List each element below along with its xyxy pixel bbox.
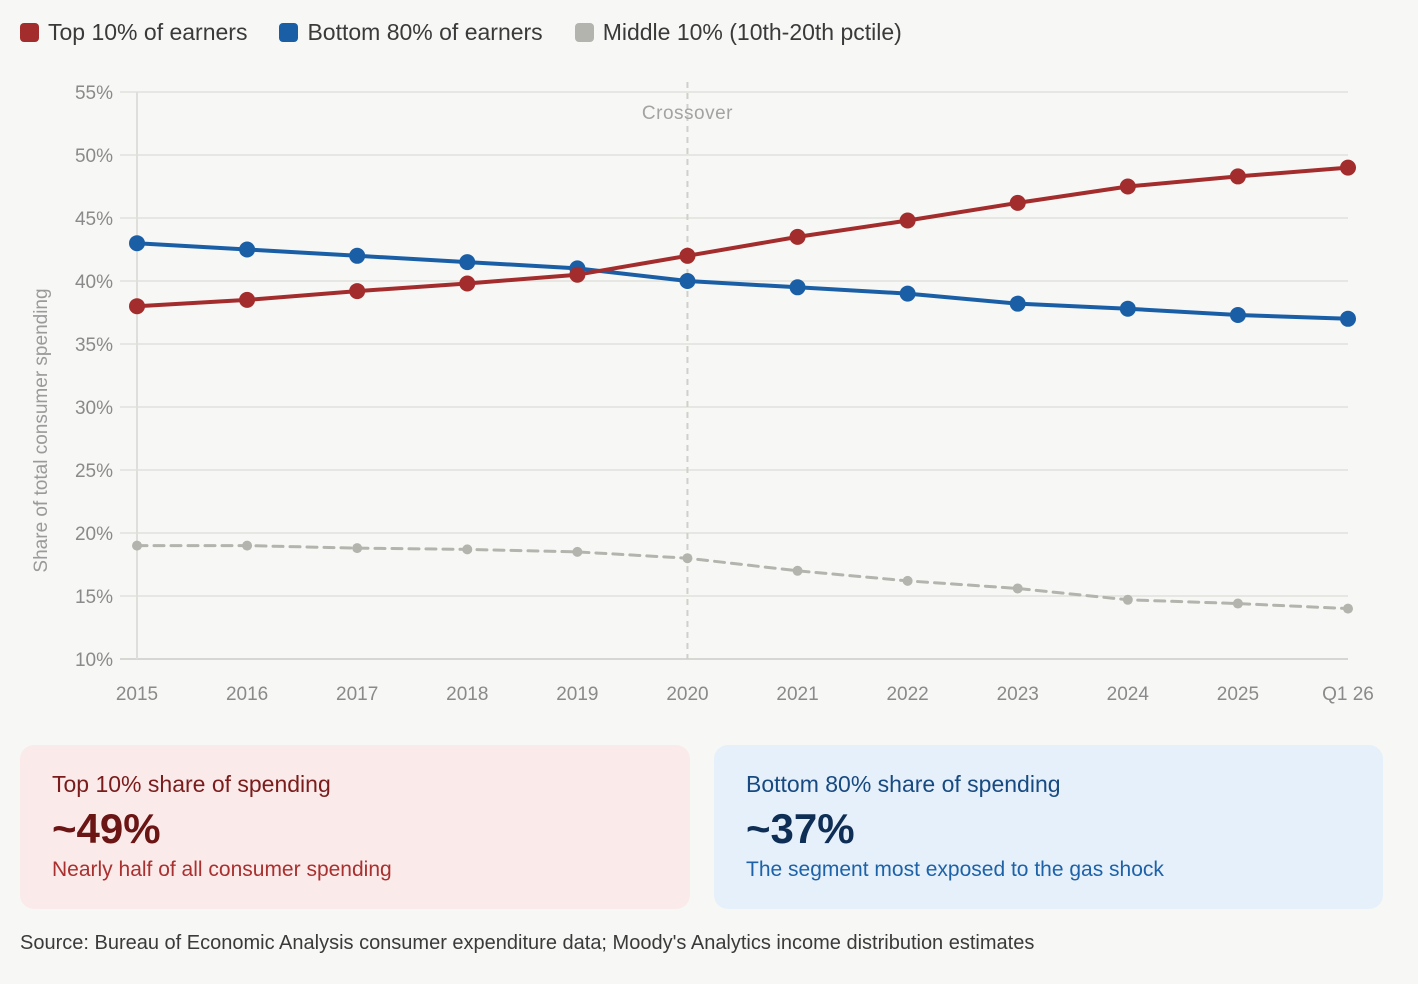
legend-item-middle-10: Middle 10% (10th-20th pctile) xyxy=(574,19,902,46)
data-point xyxy=(462,544,473,555)
legend-label-bottom-80: Bottom 80% of earners xyxy=(307,19,543,45)
data-point xyxy=(1229,168,1246,185)
data-point xyxy=(132,540,142,551)
x-axis-ticks: 2015 2016 2017 2018 2019 2020 2021 2022 2023 2024… xyxy=(116,684,1374,705)
card-value: ~49% xyxy=(52,805,161,852)
x-tick-label: 2015 xyxy=(116,684,158,705)
data-point xyxy=(899,285,916,302)
data-point xyxy=(129,235,145,252)
data-point xyxy=(792,565,803,576)
x-tick-label: 2016 xyxy=(226,684,268,705)
x-tick-label: 2023 xyxy=(997,684,1039,705)
y-tick-label: 55% xyxy=(75,83,113,104)
card-title: Bottom 80% share of spending xyxy=(746,771,1061,797)
line-chart: 10%15%20%25%30%35%40%45%50%55% 2015 2016 2… xyxy=(31,82,1374,705)
y-axis-ticks: 10% 15% 20% 25% 30% 35% 40% 45% 50% 55% xyxy=(75,83,113,671)
series-line xyxy=(135,544,1350,611)
data-point xyxy=(349,283,366,300)
series-middle-10-10th-20th-pctile- xyxy=(132,540,1353,614)
data-point xyxy=(569,266,586,283)
legend-swatch-bottom-80 xyxy=(279,23,299,42)
series-top-10-of-earners xyxy=(129,159,1356,315)
data-point xyxy=(902,575,913,586)
card-title: Top 10% share of spending xyxy=(52,771,331,797)
data-point xyxy=(1119,178,1136,195)
card-subtitle: The segment most exposed to the gas shoc… xyxy=(746,858,1164,882)
data-point xyxy=(1009,295,1026,312)
data-point xyxy=(349,247,366,264)
data-point xyxy=(1229,307,1246,324)
crossover-label: Crossover xyxy=(642,103,733,124)
data-point xyxy=(242,540,253,551)
x-tick-label: 2019 xyxy=(556,684,598,705)
legend-label-middle-10: Middle 10% (10th-20th pctile) xyxy=(602,19,902,45)
data-point xyxy=(352,543,363,554)
data-point xyxy=(239,291,256,308)
data-point xyxy=(1122,594,1133,605)
series-line xyxy=(135,165,1350,309)
legend-label-top-10: Top 10% of earners xyxy=(48,19,248,45)
legend-item-bottom-80: Bottom 80% of earners xyxy=(279,19,543,46)
data-point xyxy=(789,228,806,245)
data-point xyxy=(1340,159,1356,176)
legend-swatch-top-10 xyxy=(20,23,39,42)
series-bottom-80-of-earners xyxy=(129,235,1356,327)
data-point xyxy=(682,553,693,564)
bottom-80-stat-card: Bottom 80% share of spending ~37% The se… xyxy=(714,745,1383,909)
top-10-stat-card: Top 10% share of spending ~49% Nearly ha… xyxy=(20,745,690,909)
x-tick-label: Q1 26 xyxy=(1322,684,1374,705)
y-tick-label: 40% xyxy=(75,272,113,293)
x-tick-label: 2025 xyxy=(1217,684,1259,705)
y-tick-label: 35% xyxy=(75,335,113,356)
data-point xyxy=(459,275,476,292)
data-point xyxy=(459,254,476,271)
data-point xyxy=(1009,194,1026,211)
data-point xyxy=(572,546,583,557)
x-tick-label: 2017 xyxy=(336,684,378,705)
y-tick-label: 50% xyxy=(75,146,113,167)
x-tick-label: 2024 xyxy=(1107,684,1150,705)
data-point xyxy=(679,273,696,289)
data-point xyxy=(899,212,916,229)
source-note: Source: Bureau of Economic Analysis cons… xyxy=(20,932,1035,954)
grid-lines xyxy=(120,91,1348,660)
y-tick-label: 30% xyxy=(75,398,113,419)
x-tick-label: 2022 xyxy=(886,684,928,705)
data-point xyxy=(1340,310,1356,327)
data-point xyxy=(1119,300,1136,317)
data-point xyxy=(789,279,806,296)
y-tick-label: 25% xyxy=(75,461,113,482)
x-tick-label: 2021 xyxy=(776,684,818,705)
chart-legend: Top 10% of earners Bottom 80% of earners… xyxy=(20,19,902,46)
y-tick-label: 45% xyxy=(75,209,113,230)
data-point xyxy=(1343,603,1353,614)
card-subtitle: Nearly half of all consumer spending xyxy=(52,858,392,882)
data-point xyxy=(239,241,256,258)
y-axis-label: Share of total consumer spending xyxy=(31,288,52,572)
y-tick-label: 10% xyxy=(75,650,113,671)
legend-item-top-10: Top 10% of earners xyxy=(20,19,247,46)
crossover-annotation: Crossover xyxy=(642,82,733,659)
y-tick-label: 20% xyxy=(75,524,113,545)
data-point xyxy=(679,247,696,264)
y-tick-label: 15% xyxy=(75,587,113,608)
card-value: ~37% xyxy=(746,805,855,852)
data-point xyxy=(129,298,145,315)
x-tick-label: 2020 xyxy=(666,684,708,705)
series-line xyxy=(135,241,1350,321)
legend-swatch-middle-10 xyxy=(574,23,594,42)
x-tick-label: 2018 xyxy=(446,684,488,705)
data-point xyxy=(1232,598,1243,609)
data-point xyxy=(1012,583,1023,594)
series-group xyxy=(129,159,1356,614)
